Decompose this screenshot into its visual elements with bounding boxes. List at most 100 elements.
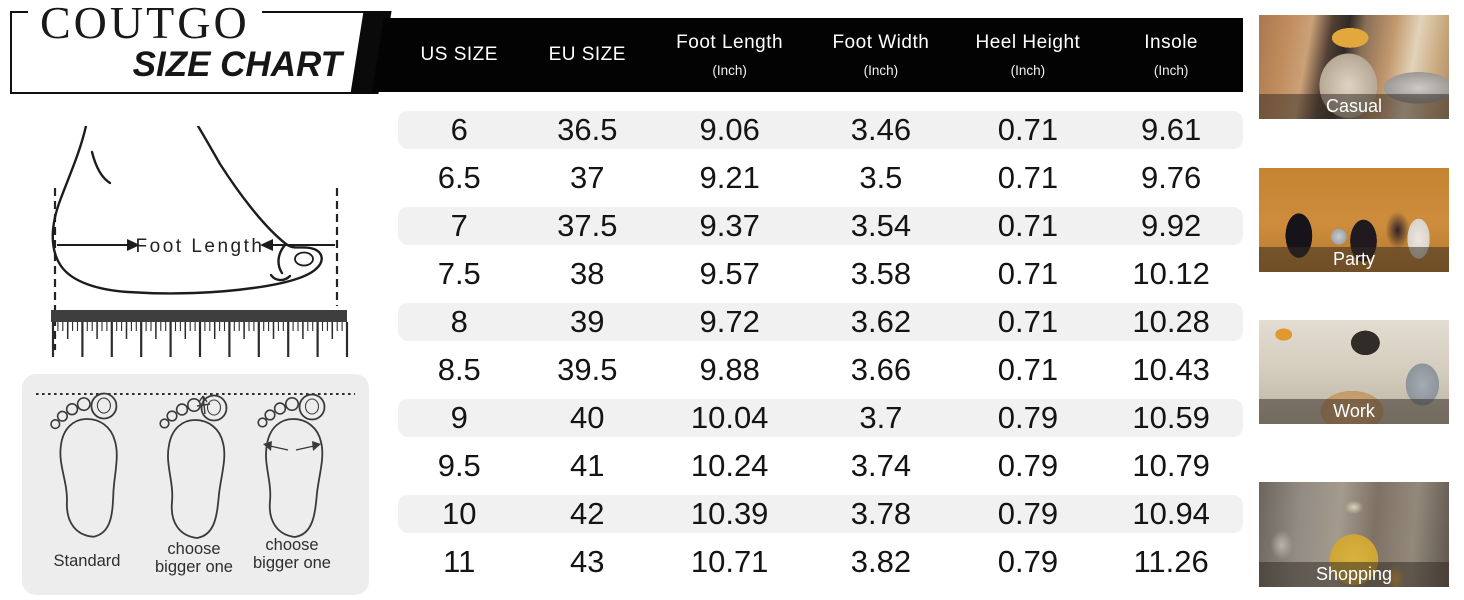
header-cell-insole: Insole (Inch) [1099, 32, 1243, 78]
cell-6-5: 10.59 [1132, 400, 1210, 435]
cell-2-1: 37.5 [557, 208, 618, 243]
cell-6-0: 9 [450, 400, 468, 435]
table-row-us-9.5: 9.5 41 10.24 3.74 0.79 10.79 [398, 442, 1243, 490]
cell-5-0: 8.5 [437, 352, 481, 387]
table-row-us-11: 11 43 10.71 3.82 0.79 11.26 [398, 538, 1243, 586]
cell-2-3: 3.54 [850, 208, 912, 243]
header-label: Foot Length [676, 32, 784, 53]
header-unit: (Inch) [1153, 63, 1189, 78]
cell-8-5: 10.94 [1132, 496, 1210, 531]
header-cell-heel-height: Heel Height (Inch) [957, 32, 1100, 78]
photo-label-band: Party [1259, 247, 1449, 272]
table-row-us-9: 9 40 10.04 3.7 0.79 10.59 [398, 399, 1243, 437]
cell-5-2: 9.88 [699, 352, 760, 387]
fit-label-bigger-2: choose bigger one [253, 536, 331, 573]
fit-label-bigger-1: choose bigger one [155, 540, 233, 577]
header-label: Foot Width [832, 32, 930, 53]
logo-subtitle: SIZE CHART [132, 45, 342, 84]
cell-6-2: 10.04 [690, 400, 769, 435]
foot-side-outline-icon [51, 126, 323, 295]
photo-label: Casual [1325, 96, 1383, 116]
cell-8-1: 42 [570, 496, 605, 531]
cell-5-3: 3.66 [850, 352, 912, 387]
cell-0-3: 3.46 [850, 112, 912, 147]
cell-5-4: 0.71 [997, 352, 1059, 387]
cell-5-1: 39.5 [557, 352, 618, 387]
cell-1-0: 6.5 [437, 160, 481, 195]
cell-7-5: 10.79 [1132, 448, 1210, 483]
photo-label-band: Work [1259, 399, 1449, 424]
cell-7-2: 10.24 [690, 448, 769, 483]
foot-length-label: Foot Length [136, 236, 265, 257]
table-row-us-6.5: 6.5 37 9.21 3.5 0.71 9.76 [398, 154, 1243, 202]
photo-label: Shopping [1315, 564, 1393, 584]
table-row-us-8.5: 8.5 39.5 9.88 3.66 0.71 10.43 [398, 346, 1243, 394]
header-unit: (Inch) [712, 63, 747, 78]
cell-8-4: 0.79 [997, 496, 1059, 531]
foot-length-arrows [57, 239, 335, 251]
cell-3-5: 10.12 [1132, 256, 1210, 291]
cell-6-1: 40 [570, 400, 605, 435]
cell-7-1: 41 [570, 448, 605, 483]
width-arrows-mark [263, 441, 321, 451]
photo-label-band: Shopping [1259, 562, 1449, 587]
cell-4-3: 3.62 [850, 304, 912, 339]
cell-5-5: 10.43 [1132, 352, 1210, 387]
cell-4-1: 39 [570, 304, 605, 339]
style-photo-work: Work [1259, 320, 1449, 424]
cell-7-4: 0.79 [997, 448, 1059, 483]
footprint-wide-icon [257, 393, 326, 538]
cell-9-3: 3.82 [850, 544, 912, 579]
photo-label: Party [1332, 249, 1375, 269]
header-cell-foot-width: Foot Width (Inch) [805, 32, 956, 78]
footprint-long-toe-icon [159, 394, 228, 539]
cell-3-1: 38 [570, 256, 605, 291]
header-cell-foot-length: Foot Length (Inch) [654, 32, 805, 78]
foot-length-diagram: Foot Length [51, 126, 349, 357]
header-cell-us-size: US SIZE [398, 32, 521, 78]
table-row-us-7.5: 7.5 38 9.57 3.58 0.71 10.12 [398, 250, 1243, 298]
table-header-row: US SIZE EU SIZE Foot Length (Inch) Foot Widt… [398, 32, 1243, 78]
cell-1-1: 37 [570, 160, 605, 195]
toe-gap-mark [196, 395, 211, 415]
cell-9-1: 43 [570, 544, 605, 579]
cell-0-4: 0.71 [997, 112, 1059, 147]
cell-7-3: 3.74 [850, 448, 912, 483]
cell-8-0: 10 [442, 496, 477, 531]
cell-8-2: 10.39 [690, 496, 769, 531]
header-label: EU SIZE [548, 44, 626, 65]
brand-name: COUTGO [28, 0, 262, 49]
cell-2-4: 0.71 [997, 208, 1059, 243]
size-table-header-bar: US SIZE EU SIZE Foot Length (Inch) Foot Widt… [372, 18, 1243, 92]
cell-1-5: 9.76 [1140, 160, 1202, 195]
cell-6-3: 3.7 [859, 400, 903, 435]
header-cell-eu-size: EU SIZE [521, 32, 655, 78]
table-row-us-8: 8 39 9.72 3.62 0.71 10.28 [398, 303, 1243, 341]
header-label: Heel Height [975, 32, 1081, 53]
cell-3-0: 7.5 [437, 256, 481, 291]
cell-1-3: 3.5 [859, 160, 903, 195]
cell-9-2: 10.71 [690, 544, 769, 579]
table-row-us-7: 7 37.5 9.37 3.54 0.71 9.92 [398, 207, 1243, 245]
header-label: Insole [1144, 32, 1198, 53]
cell-1-4: 0.71 [997, 160, 1059, 195]
cell-9-4: 0.79 [997, 544, 1059, 579]
style-photo-casual: Casual [1259, 15, 1449, 119]
cell-3-3: 3.58 [850, 256, 912, 291]
table-row-us-6: 6 36.5 9.06 3.46 0.71 9.61 [398, 111, 1243, 149]
cell-0-5: 9.61 [1140, 112, 1202, 147]
cell-2-0: 7 [450, 208, 468, 243]
header-unit: (Inch) [863, 63, 899, 78]
cell-4-0: 8 [450, 304, 468, 339]
style-photo-party: Party [1259, 168, 1449, 272]
cell-0-2: 9.06 [699, 112, 760, 147]
size-table-body: 6 36.5 9.06 3.46 0.71 9.61 6.5 37 9.21 3.5 0.71 9.7… [398, 106, 1243, 586]
photo-label-band: Casual [1259, 94, 1449, 119]
brand-logo-box: COUTGO SIZE CHART [10, 0, 392, 94]
fit-guide-panel: Standard choose bigger one choose bigger… [22, 374, 369, 595]
cell-4-5: 10.28 [1132, 304, 1210, 339]
cell-8-3: 3.78 [850, 496, 912, 531]
fit-label-standard: Standard [53, 552, 121, 570]
cell-4-4: 0.71 [997, 304, 1059, 339]
